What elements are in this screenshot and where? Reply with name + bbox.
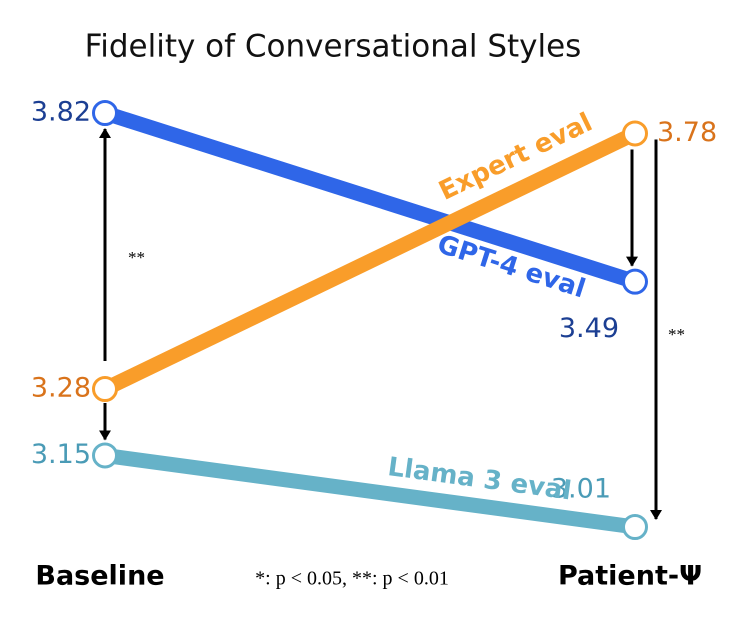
point xyxy=(622,120,648,147)
slope-line xyxy=(101,126,639,396)
footnote: *: p < 0.05, **: p < 0.01 xyxy=(255,568,449,590)
value-label: 3.15 xyxy=(31,439,91,470)
point xyxy=(92,442,118,469)
point xyxy=(92,100,118,126)
point xyxy=(622,514,648,540)
significance-label: ** xyxy=(668,325,685,344)
category-label: Patient-Ψ xyxy=(558,561,702,592)
value-label: 3.82 xyxy=(31,97,91,128)
value-label: 3.01 xyxy=(551,474,611,505)
point xyxy=(92,376,118,402)
value-label: 3.49 xyxy=(559,313,619,344)
value-label: 3.28 xyxy=(31,373,91,404)
slope-line xyxy=(103,448,637,535)
point xyxy=(622,268,648,295)
value-label: 3.78 xyxy=(657,117,717,148)
category-label: Baseline xyxy=(35,561,164,592)
significance-label: ** xyxy=(128,248,145,267)
slope-line xyxy=(102,105,638,289)
chart-title: Fidelity of Conversational Styles xyxy=(85,29,582,65)
